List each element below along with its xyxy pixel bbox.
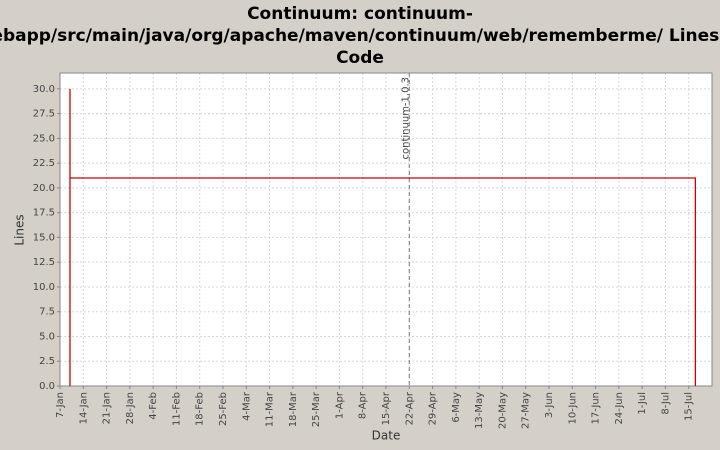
x-tick-label: 21-Jan — [102, 392, 113, 424]
y-tick-label: 15.0 — [33, 232, 55, 243]
x-tick-label: 27-May — [521, 392, 532, 429]
y-tick-label: 7.5 — [39, 307, 55, 318]
x-tick-label: 10-Jun — [567, 392, 578, 425]
x-tick-label: 18-Mar — [288, 391, 299, 427]
x-tick-label: 18-Feb — [195, 392, 206, 426]
x-tick-label: 4-Feb — [148, 392, 159, 420]
y-tick-label: 17.5 — [33, 208, 55, 219]
x-tick-label: 25-Mar — [311, 391, 322, 427]
x-tick-label: 20-May — [497, 392, 508, 429]
x-tick-label: 13-May — [474, 392, 485, 429]
chart-title-line: Code — [336, 48, 384, 68]
y-axis-label: Lines — [13, 214, 27, 245]
x-tick-label: 22-Apr — [404, 391, 415, 425]
y-tick-label: 27.5 — [33, 109, 55, 120]
y-tick-label: 12.5 — [33, 257, 55, 268]
y-tick-label: 25.0 — [33, 133, 55, 144]
x-tick-label: 1-Jul — [637, 392, 648, 415]
marker-label: continuum-1.0.3 — [400, 77, 411, 159]
x-tick-label: 7-Jan — [55, 392, 66, 418]
y-tick-label: 10.0 — [33, 282, 55, 293]
x-tick-label: 6-May — [451, 392, 462, 423]
x-tick-label: 25-Feb — [218, 392, 229, 426]
x-axis-label: Date — [372, 429, 401, 443]
x-tick-label: 24-Jun — [614, 392, 625, 425]
y-tick-label: 30.0 — [33, 84, 55, 95]
x-tick-label: 8-Apr — [358, 391, 369, 419]
x-tick-label: 14-Jan — [78, 392, 89, 424]
y-tick-label: 20.0 — [33, 183, 55, 194]
x-tick-label: 4-Mar — [241, 391, 252, 421]
data-line — [69, 88, 697, 386]
x-tick-label: 8-Jul — [660, 392, 671, 415]
x-tick-label: 3-Jun — [544, 392, 555, 418]
x-tick-label: 17-Jun — [591, 392, 602, 425]
x-tick-label: 28-Jan — [125, 392, 136, 424]
x-tick-label: 11-Mar — [265, 391, 276, 427]
y-tick-label: 0.0 — [39, 381, 55, 392]
x-tick-label: 15-Apr — [381, 391, 392, 425]
x-tick-label: 11-Feb — [171, 392, 182, 426]
y-tick-label: 5.0 — [39, 331, 55, 342]
chart-title-line: Continuum: continuum- — [247, 4, 473, 24]
plot-border — [59, 72, 713, 387]
y-tick-label: 2.5 — [39, 356, 55, 367]
x-tick-label: 1-Apr — [334, 391, 345, 419]
x-tick-label: 15-Jul — [684, 392, 695, 421]
y-tick-label: 22.5 — [33, 158, 55, 169]
chart-title-line: webapp/src/main/java/org/apache/maven/co… — [0, 26, 720, 46]
x-tick-label: 29-Apr — [428, 391, 439, 425]
